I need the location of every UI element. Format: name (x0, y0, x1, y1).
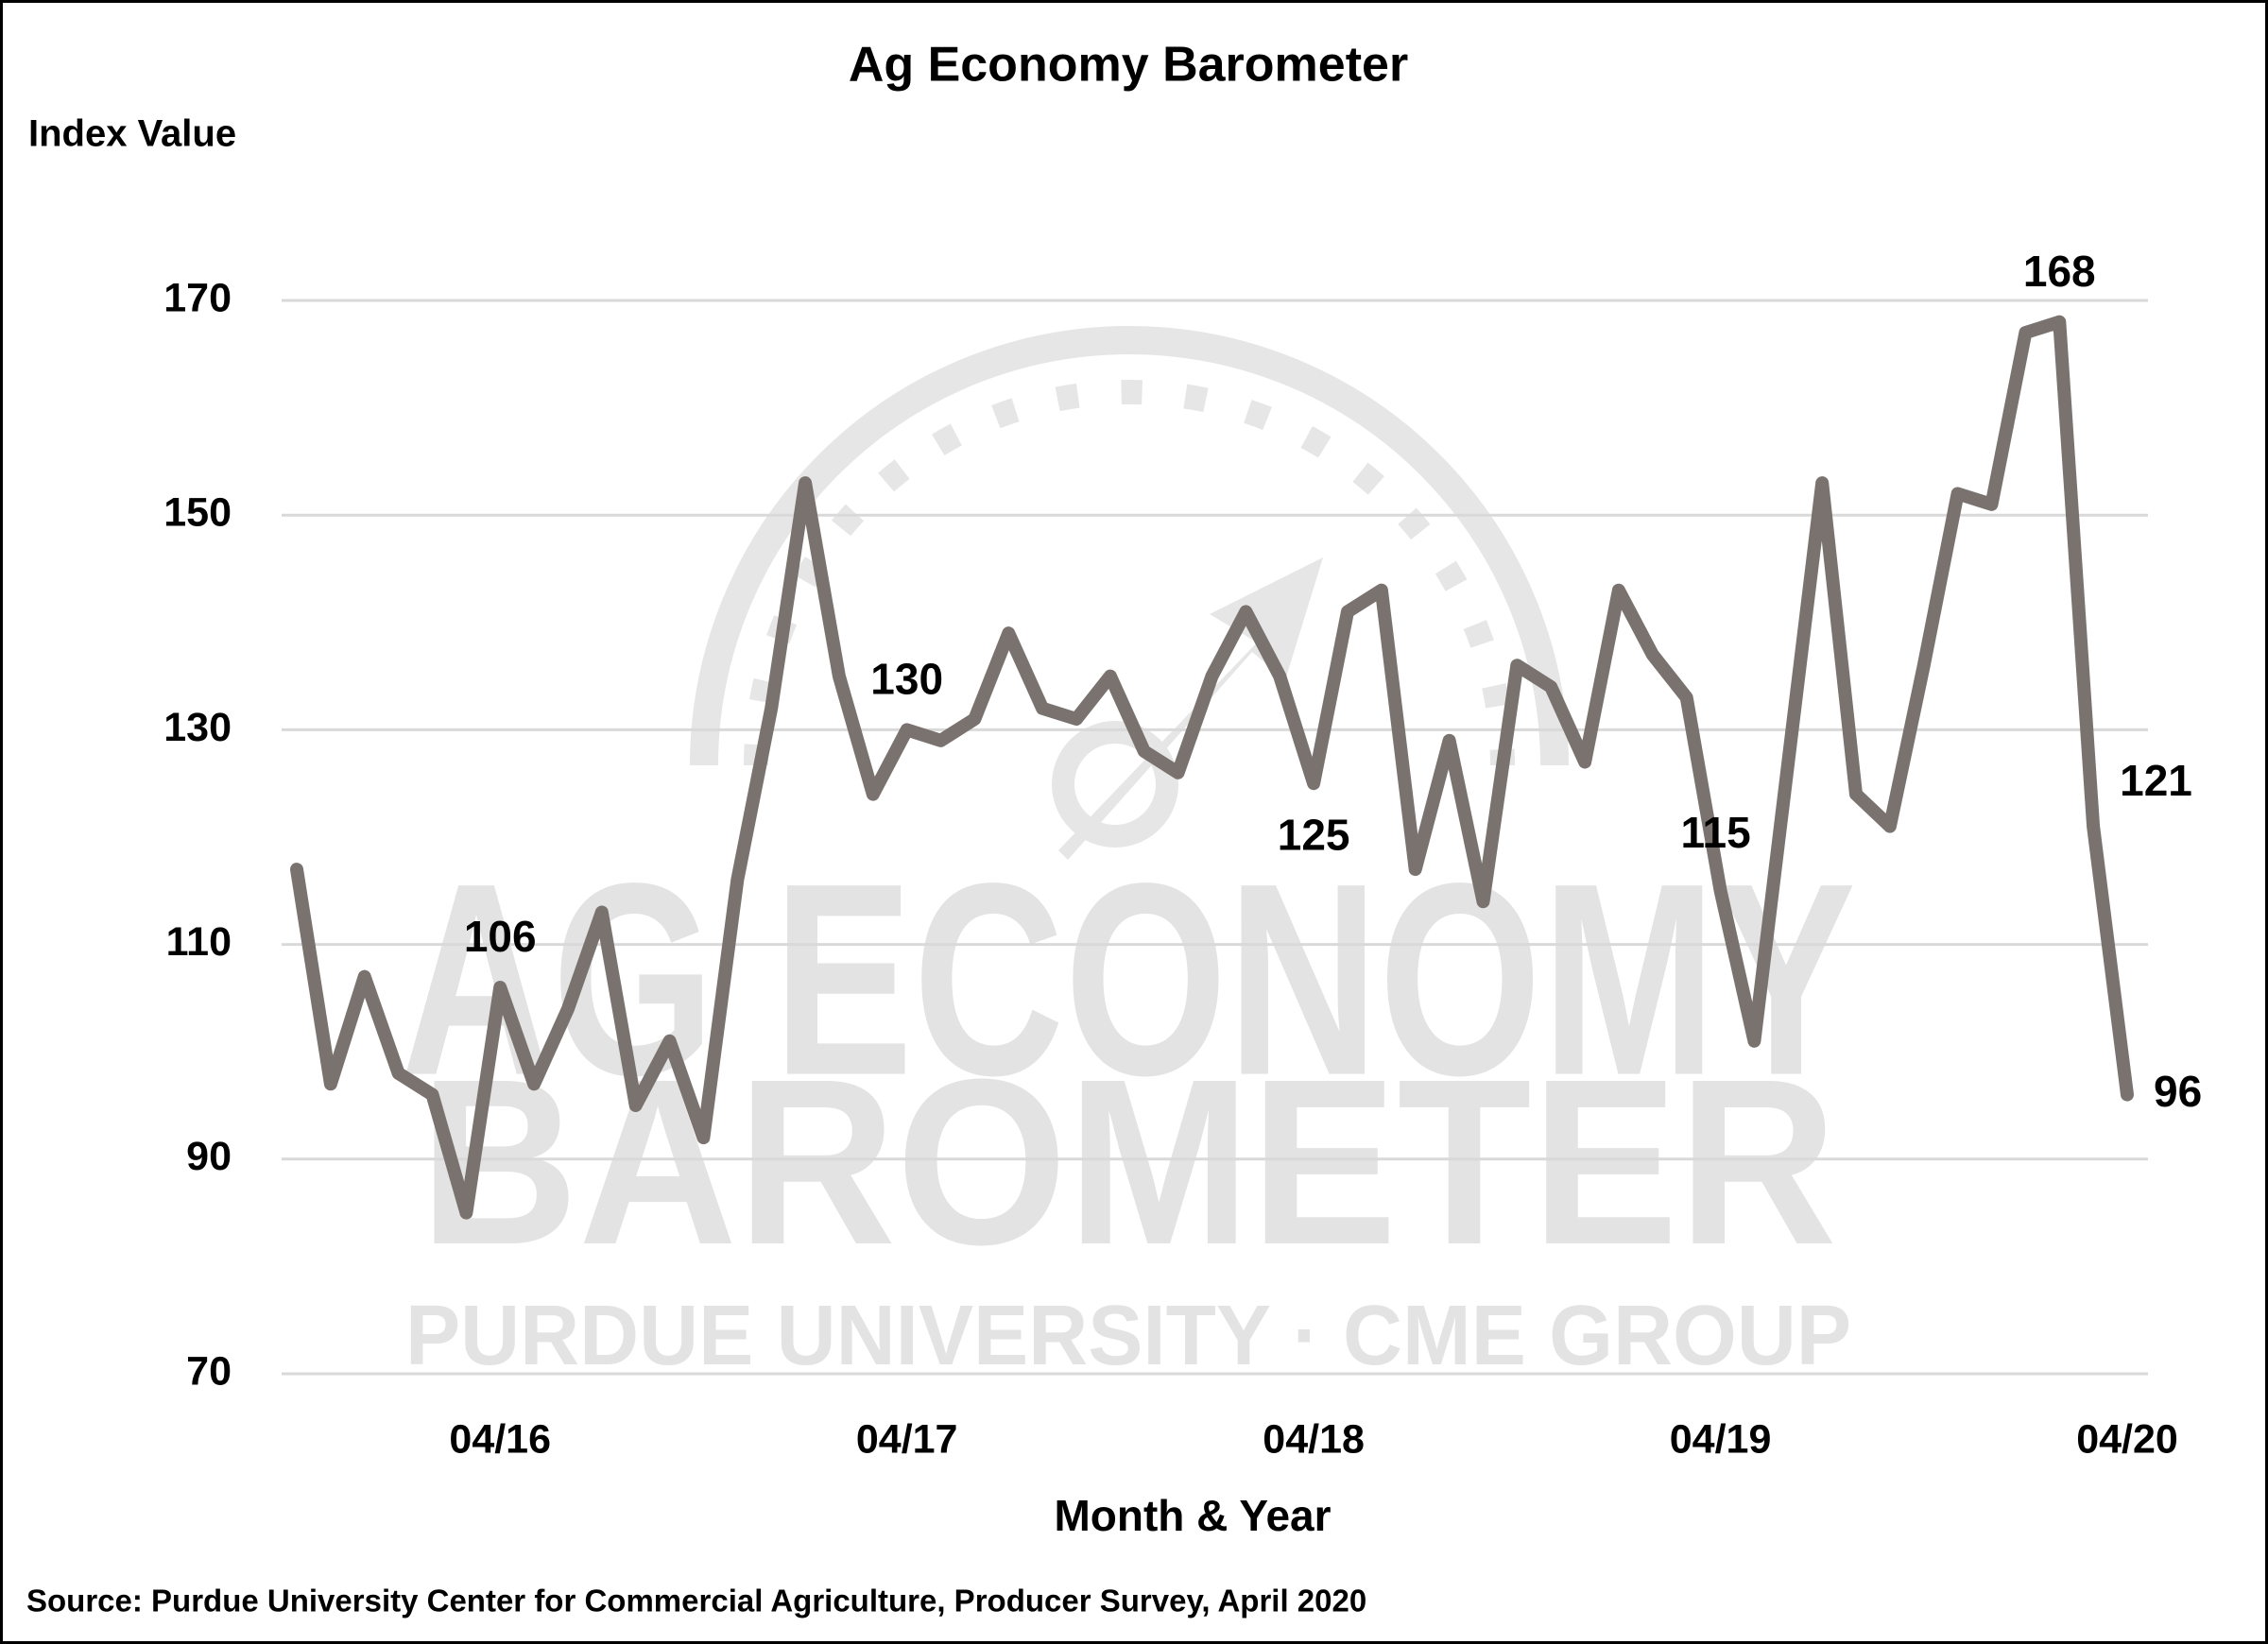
data-label: 96 (2154, 1067, 2202, 1116)
y-tick-label: 170 (163, 275, 232, 320)
data-label: 121 (2120, 756, 2192, 805)
data-label: 115 (1680, 808, 1750, 857)
x-tick-label: 04/17 (856, 1416, 958, 1462)
watermark-line3: PURDUE UNIVERSITY · CME GROUP (405, 1289, 1851, 1383)
x-axis-title: Month & Year (1054, 1491, 1331, 1540)
gauge-arc (690, 326, 1569, 766)
y-axis-title: Index Value (28, 113, 236, 155)
data-label: 168 (2023, 247, 2096, 296)
y-tick-label: 110 (166, 919, 232, 965)
chart-title: Ag Economy Barometer (849, 38, 1408, 93)
watermark: AG ECONOMY BAROMETER PURDUE UNIVERSITY ·… (401, 326, 1856, 1383)
x-tick-label: 04/18 (1263, 1416, 1365, 1462)
data-label: 130 (870, 655, 943, 704)
y-tick-label: 130 (163, 705, 232, 750)
gauge-hub (1052, 721, 1178, 848)
source-note: Source: Purdue University Center for Com… (26, 1584, 1366, 1618)
x-tick-label: 04/16 (449, 1416, 551, 1462)
data-label: 125 (1278, 810, 1350, 859)
data-label: 106 (464, 912, 537, 961)
x-tick-label: 04/19 (1670, 1416, 1772, 1462)
gauge-dashes (744, 380, 1515, 766)
y-tick-label: 150 (163, 490, 232, 536)
y-tick-label: 70 (186, 1348, 232, 1394)
data-line (290, 315, 2134, 1220)
y-tick-label: 90 (186, 1134, 232, 1179)
x-tick-label: 04/20 (2076, 1416, 2178, 1462)
